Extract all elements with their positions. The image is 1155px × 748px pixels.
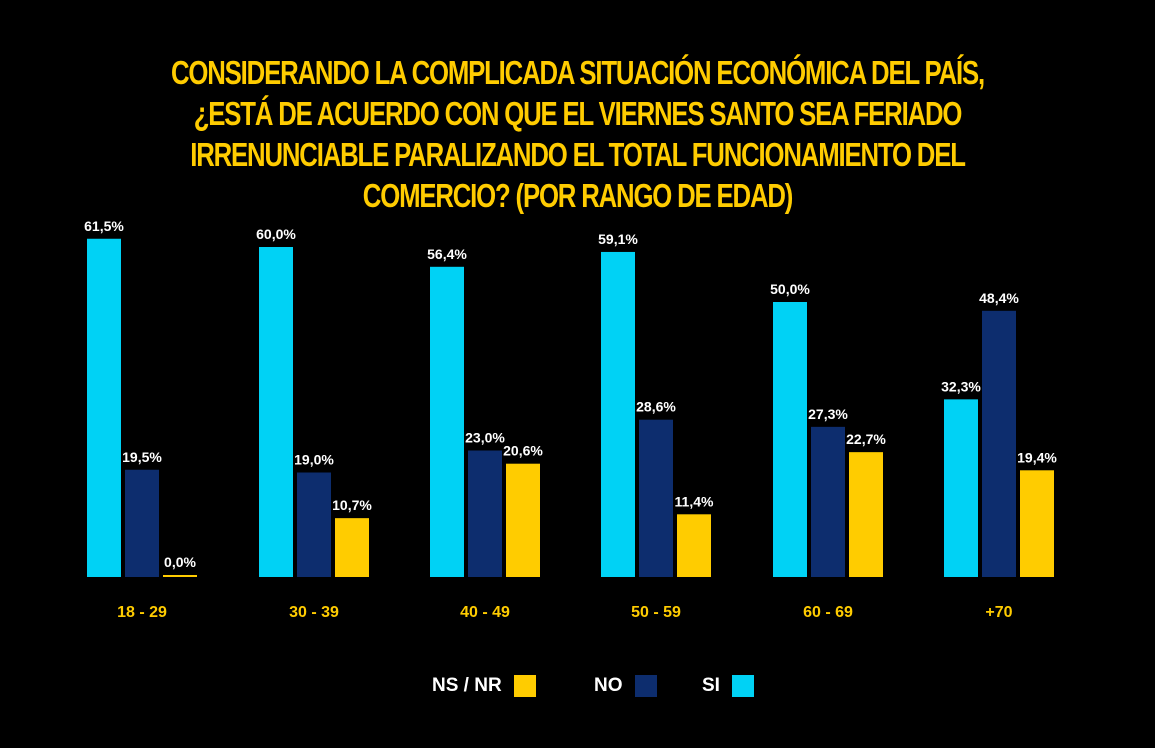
bar-si	[87, 238, 121, 577]
value-label: 0,0%	[164, 554, 196, 570]
bar-no	[982, 310, 1016, 577]
value-label: 32,3%	[941, 378, 981, 394]
value-label: 50,0%	[770, 281, 810, 297]
chart-title-line: ¿ESTÁ DE ACUERDO CON QUE EL VIERNES SANT…	[193, 95, 963, 132]
value-label: 20,6%	[503, 443, 543, 459]
value-label: 28,6%	[636, 399, 676, 415]
bar-si	[944, 399, 978, 577]
category-label: 30 - 39	[289, 604, 339, 621]
value-label: 22,7%	[846, 431, 886, 447]
bar-si	[773, 302, 807, 577]
category-label: 40 - 49	[460, 604, 510, 621]
legend-label: NO	[594, 675, 623, 696]
bar-no	[811, 426, 845, 577]
category-label: 18 - 29	[117, 604, 167, 621]
value-label: 23,0%	[465, 430, 505, 446]
chart-title: CONSIDERANDO LA COMPLICADA SITUACIÓN ECO…	[127, 52, 1028, 216]
chart-title-line: CONSIDERANDO LA COMPLICADA SITUACIÓN ECO…	[170, 54, 985, 91]
legend-item-ns-nr: NS / NR	[432, 671, 536, 701]
chart-legend: NS / NR NO SI	[0, 671, 1155, 701]
bar-no	[468, 450, 502, 577]
value-label: 48,4%	[979, 290, 1019, 306]
bar-no	[639, 419, 673, 577]
value-label: 11,4%	[675, 493, 714, 509]
legend-item-no: NO	[594, 671, 657, 701]
value-label: 61,5%	[84, 218, 124, 234]
bar-ns-nr	[335, 518, 369, 577]
bar-ns-nr	[677, 514, 711, 577]
chart-title-line: IRRENUNCIABLE PARALIZANDO EL TOTAL FUNCI…	[190, 136, 966, 173]
bar-si	[430, 266, 464, 577]
bar-si	[259, 247, 293, 577]
legend-swatch	[513, 675, 536, 697]
bar-si	[601, 251, 635, 577]
bar-ns-nr	[1020, 470, 1054, 577]
bar-no	[297, 472, 331, 577]
value-label: 19,5%	[122, 449, 162, 465]
bar-ns-nr	[163, 575, 197, 577]
category-label: +70	[985, 604, 1012, 621]
value-label: 19,4%	[1017, 449, 1057, 465]
value-label: 19,0%	[294, 452, 334, 468]
value-label: 59,1%	[598, 231, 638, 247]
value-label: 60,0%	[256, 226, 296, 242]
legend-swatch	[731, 675, 754, 697]
category-label: 60 - 69	[803, 604, 853, 621]
legend-label: NS / NR	[432, 675, 502, 696]
bar-no	[125, 469, 159, 577]
bar-ns-nr	[849, 452, 883, 577]
bar-chart: 61,5% 19,5% 0,0% 18 - 29 60,0% 19,0% 10,7% 30 -…	[84, 218, 1057, 621]
legend-item-si: SI	[702, 671, 754, 701]
category-label: 50 - 59	[631, 604, 681, 621]
value-label: 27,3%	[808, 406, 848, 422]
value-label: 56,4%	[427, 246, 467, 262]
legend-label: SI	[702, 675, 720, 696]
legend-swatch	[634, 675, 657, 697]
value-label: 10,7%	[332, 497, 372, 513]
bar-ns-nr	[506, 463, 540, 577]
chart-title-line: COMERCIO? (POR RANGO DE EDAD)	[362, 177, 794, 214]
